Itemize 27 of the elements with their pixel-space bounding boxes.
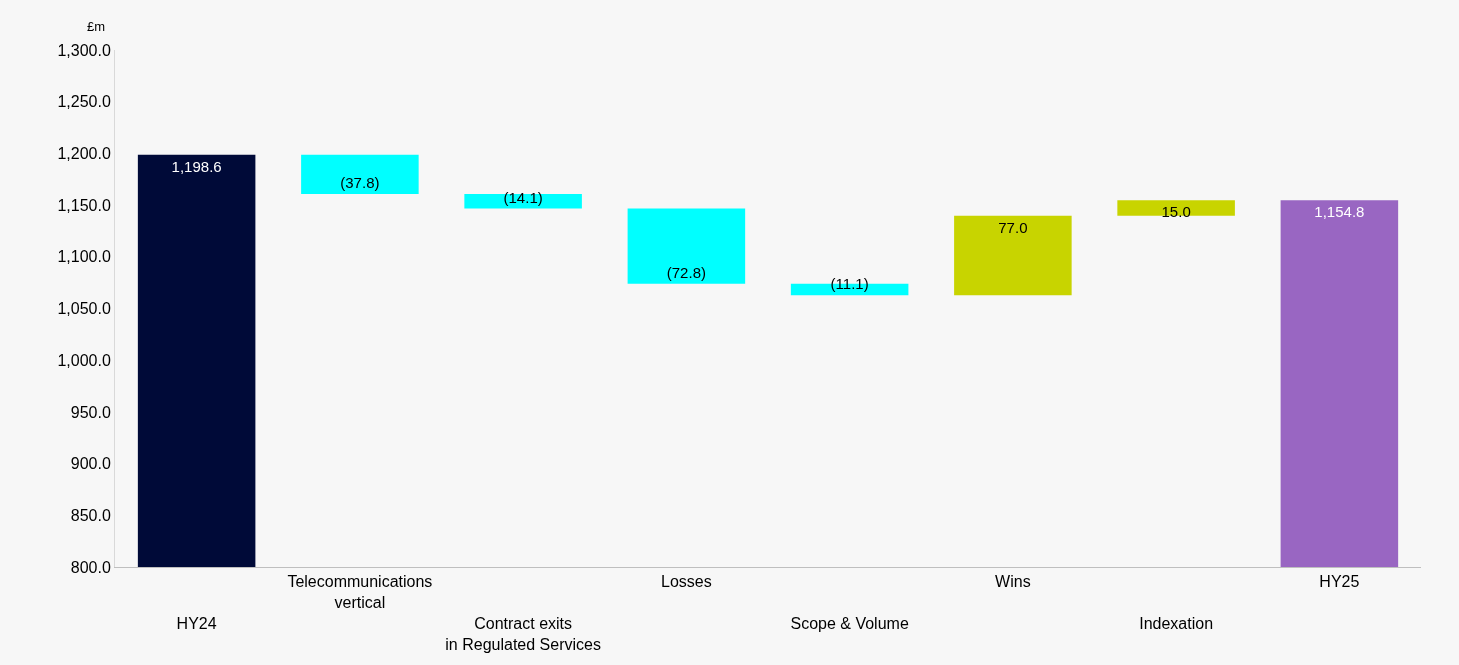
data-label: (37.8) [340,173,380,191]
y-axis-title: £m [87,19,106,34]
y-tick-label: 1,050.0 [57,300,111,318]
y-tick-label: 1,300.0 [57,41,111,59]
y-tick-label: 1,000.0 [57,351,111,369]
data-label: 1,198.6 [171,157,222,175]
y-tick-label: 1,200.0 [57,145,111,162]
y-tick-label: 950.0 [70,403,111,421]
x-tick-label: Indexation [1139,614,1214,632]
y-tick-label: 850.0 [70,506,111,524]
data-label: 77.0 [998,218,1028,236]
data-label: 1,154.8 [1314,203,1365,221]
data-label: (72.8) [666,263,706,281]
y-tick-label: 800.0 [70,558,111,576]
x-tick-label: HY24 [176,614,217,632]
x-tick-label: Contract exits in Regulated Services [445,614,601,653]
x-tick-label: Scope & Volume [790,614,909,632]
x-tick-label: Wins [995,573,1031,591]
x-tick-label: Telecommunications vertical [287,573,433,611]
x-tick-label: HY25 [1319,573,1360,591]
y-tick-label: 1,250.0 [57,93,111,111]
x-tick-label: Losses [661,573,712,591]
data-label: (14.1) [503,188,543,206]
data-label: 15.0 [1161,203,1191,221]
y-tick-label: 1,150.0 [57,196,111,214]
y-tick-label: 1,100.0 [57,248,111,266]
y-tick-label: 900.0 [70,455,111,473]
